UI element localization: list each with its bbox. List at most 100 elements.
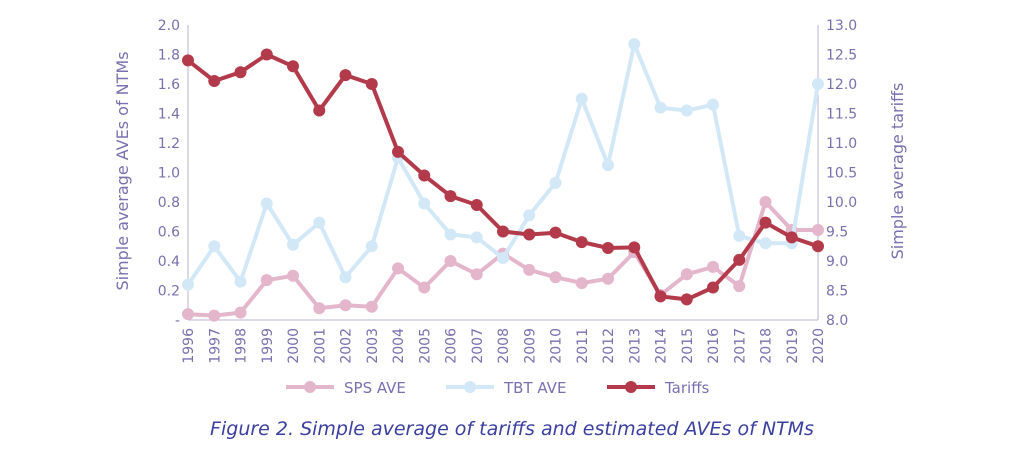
data-point-tbt-ave xyxy=(339,271,352,284)
data-point-tbt-ave xyxy=(575,92,588,105)
data-point-tariffs xyxy=(523,228,536,241)
right-tick-label: 10.0 xyxy=(826,195,857,211)
data-point-tariffs xyxy=(654,290,667,303)
line-chart: - 0.2 0.4 0.6 0.8 1.0 1.2 1.4 1.6 1.8 2.0 8.0 8.5 9.0… xyxy=(113,18,907,397)
series-tbt-ave xyxy=(182,38,824,291)
chart-legend: SPS AVE TBT AVE Tariffs xyxy=(286,379,710,397)
data-point-sps-ave xyxy=(365,300,378,313)
data-point-sps-ave xyxy=(523,263,536,276)
x-tick-label: 2020 xyxy=(811,328,827,364)
legend-item-tbt-ave: TBT AVE xyxy=(446,379,566,397)
legend-item-tariffs: Tariffs xyxy=(607,379,710,397)
data-point-tariffs xyxy=(470,198,483,211)
data-point-sps-ave xyxy=(208,309,221,322)
right-tick-label: 12.0 xyxy=(826,77,857,93)
data-point-tariffs xyxy=(733,253,746,266)
right-tick-label: 9.0 xyxy=(826,254,848,270)
data-point-tbt-ave xyxy=(365,240,378,253)
left-tick-label: 1.8 xyxy=(158,48,180,64)
data-point-sps-ave xyxy=(260,274,273,287)
left-tick-label: 1.6 xyxy=(158,77,180,93)
right-axis-title: Simple average tariffs xyxy=(888,83,907,260)
x-tick-label: 2005 xyxy=(417,328,433,364)
x-tick-label: 2019 xyxy=(785,328,801,364)
data-point-sps-ave xyxy=(470,268,483,281)
data-point-tbt-ave xyxy=(444,228,457,241)
x-tick-label: 1996 xyxy=(181,328,197,364)
data-point-tbt-ave xyxy=(182,278,194,291)
data-point-tariffs xyxy=(444,190,457,203)
x-tick-label: 2000 xyxy=(286,328,302,364)
x-tick-label: 2003 xyxy=(365,328,381,364)
data-point-tariffs xyxy=(339,69,352,82)
data-point-sps-ave xyxy=(733,280,746,293)
data-point-sps-ave xyxy=(575,277,588,290)
data-point-tariffs xyxy=(182,54,194,67)
data-point-tariffs xyxy=(392,145,404,158)
legend-item-sps-ave: SPS AVE xyxy=(286,379,406,397)
data-point-sps-ave xyxy=(444,255,457,267)
left-tick-label: 0.4 xyxy=(158,254,180,270)
data-point-sps-ave xyxy=(707,260,719,273)
x-tick-label: 2002 xyxy=(339,328,355,364)
data-point-tariffs xyxy=(602,242,614,255)
data-point-tariffs xyxy=(260,48,273,61)
data-point-tbt-ave xyxy=(470,231,483,244)
data-point-tbt-ave xyxy=(313,216,326,229)
data-point-tbt-ave xyxy=(812,78,824,90)
data-point-tbt-ave xyxy=(759,237,772,250)
left-tick-label: 2.0 xyxy=(158,18,180,34)
right-tick-label: 12.5 xyxy=(826,48,857,64)
legend-label: TBT AVE xyxy=(503,379,566,397)
data-point-tbt-ave xyxy=(497,252,509,265)
data-point-tariffs xyxy=(680,293,693,306)
x-tick-label: 2011 xyxy=(575,328,591,364)
data-point-sps-ave xyxy=(287,269,299,282)
data-point-sps-ave xyxy=(418,281,431,294)
data-point-sps-ave xyxy=(392,262,404,275)
x-tick-label: 2017 xyxy=(732,328,748,364)
x-tick-label: 2015 xyxy=(680,328,696,364)
left-tick-label: 1.2 xyxy=(158,136,180,152)
data-point-tariffs xyxy=(785,231,798,244)
left-tick-label: - xyxy=(175,313,180,329)
x-tick-label: 2014 xyxy=(654,328,670,364)
left-tick-label: 1.0 xyxy=(158,166,180,182)
figure-caption: Figure 2. Simple average of tariffs and … xyxy=(210,418,814,440)
data-point-sps-ave xyxy=(313,302,326,315)
data-point-tbt-ave xyxy=(654,101,667,114)
left-tick-label: 0.8 xyxy=(158,195,180,211)
x-tick-label: 2018 xyxy=(759,328,775,364)
legend-swatch-marker xyxy=(304,381,316,393)
data-point-tariffs xyxy=(497,225,509,238)
data-point-tbt-ave xyxy=(260,197,273,210)
left-tick-label: 1.4 xyxy=(158,107,180,123)
x-tick-label: 2008 xyxy=(496,328,512,364)
left-axis-title: Simple average AVEs of NTMs xyxy=(113,51,132,290)
x-tick-label: 2010 xyxy=(549,328,565,364)
right-tick-label: 11.5 xyxy=(826,107,857,123)
right-tick-label: 8.5 xyxy=(826,284,848,300)
data-point-tariffs xyxy=(418,169,431,182)
data-point-sps-ave xyxy=(602,272,614,285)
x-tick-label: 1998 xyxy=(234,328,250,364)
legend-label: SPS AVE xyxy=(344,379,406,397)
data-point-tariffs xyxy=(707,281,719,294)
data-point-tbt-ave xyxy=(733,229,746,242)
data-point-tbt-ave xyxy=(549,176,562,189)
chart-series xyxy=(182,38,824,322)
data-point-tbt-ave xyxy=(707,98,719,111)
data-point-sps-ave xyxy=(234,306,247,319)
x-tick-label: 2012 xyxy=(601,328,617,364)
x-tick-label: 2006 xyxy=(444,328,460,364)
legend-label: Tariffs xyxy=(664,379,710,397)
data-point-tariffs xyxy=(812,240,824,253)
data-point-tbt-ave xyxy=(680,104,693,117)
data-point-sps-ave xyxy=(759,196,772,208)
series-sps-ave xyxy=(182,196,824,322)
series-tariffs xyxy=(182,48,824,306)
data-point-sps-ave xyxy=(549,271,562,284)
data-point-sps-ave xyxy=(182,308,194,321)
x-tick-label: 2016 xyxy=(706,328,722,364)
data-point-sps-ave xyxy=(812,224,824,237)
